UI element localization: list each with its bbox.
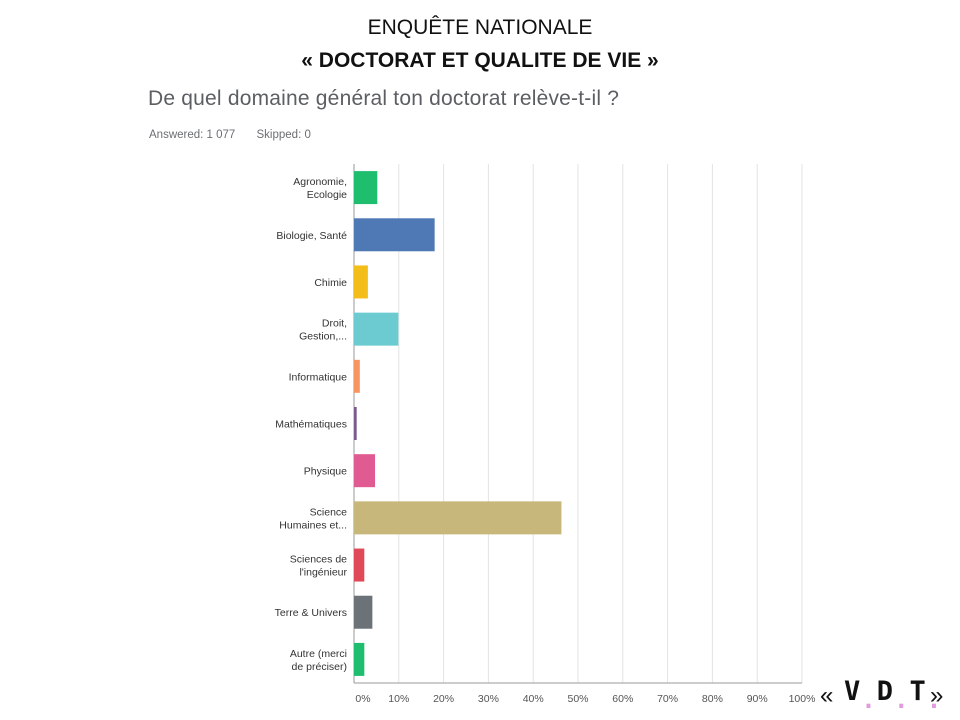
logo-letter-t: T [909, 676, 927, 707]
bar [354, 501, 562, 535]
category-label: Sciences de l'ingénieur [290, 554, 348, 579]
bar [354, 312, 399, 346]
slide-title-line1: ENQUÊTE NATIONALE [367, 16, 593, 39]
bar [354, 642, 365, 676]
category-label-line: Informatique [289, 371, 348, 383]
x-tick-label: 90% [747, 693, 768, 705]
category-label: Physique [304, 466, 347, 478]
logo-letter-v: V [844, 676, 862, 707]
logo-close-quote: » [930, 682, 944, 709]
category-label: Informatique [289, 371, 348, 383]
skipped-count: Skipped: 0 [256, 129, 311, 141]
logo-dot-1: . [861, 686, 877, 714]
bar [354, 548, 365, 582]
survey-stats: Answered: 1 077 Skipped: 0 [149, 129, 329, 141]
category-label: Autre (merci de préciser) [290, 648, 347, 673]
category-label-line: Mathématiques [275, 419, 347, 431]
category-label-line: Droit, [322, 318, 347, 330]
category-label: Droit, Gestion,... [299, 318, 347, 343]
answered-count: Answered: 1 077 [149, 129, 236, 141]
x-tick-label: 30% [478, 693, 499, 705]
logo-letters: V.D.T. [844, 676, 942, 714]
x-tick-label: 50% [567, 693, 588, 705]
category-label-line: Sciences de [290, 554, 347, 566]
x-tick-label: 40% [523, 693, 544, 705]
logo-open-quote: « [820, 682, 834, 709]
x-tick-label: 60% [612, 693, 633, 705]
category-label: Science Humaines et... [279, 506, 347, 531]
bar [354, 218, 435, 252]
bar [354, 265, 368, 299]
category-label-line: Autre (merci [290, 648, 347, 660]
bar [354, 171, 378, 205]
category-label-line: Gestion,... [299, 331, 347, 343]
x-tick-label: 0% [355, 693, 370, 705]
category-label: Agronomie, Ecologie [293, 176, 347, 201]
x-tick-label: 20% [433, 693, 454, 705]
logo-letter-d: D [876, 676, 894, 707]
category-label-line: Terre & Univers [275, 607, 347, 619]
category-label-line: Physique [304, 466, 347, 478]
x-tick-label: 80% [702, 693, 723, 705]
bar [354, 595, 373, 629]
category-label-line: Ecologie [307, 189, 347, 201]
category-label-line: de préciser) [292, 661, 347, 673]
x-tick-label: 100% [789, 693, 816, 705]
bar [354, 359, 360, 393]
x-tick-label: 70% [657, 693, 678, 705]
category-label-line: Science [310, 506, 348, 518]
category-label-line: Biologie, Santé [276, 230, 347, 242]
category-label-line: Chimie [314, 277, 347, 289]
vdt-logo: « V.D.T. » [820, 676, 950, 716]
category-label-line: l'ingénieur [299, 567, 347, 579]
category-label: Chimie [314, 277, 347, 289]
logo-dot-2: . [893, 686, 910, 714]
category-label: Mathématiques [275, 419, 347, 431]
category-label-line: Humaines et... [279, 519, 347, 531]
x-tick-label: 10% [388, 693, 409, 705]
bar [354, 454, 376, 488]
category-label-line: Agronomie, [293, 176, 347, 188]
category-label: Terre & Univers [275, 607, 347, 619]
survey-question: De quel domaine général ton doctorat rel… [148, 87, 620, 110]
bar [354, 407, 357, 440]
slide-title-line2: « DOCTORAT ET QUALITE DE VIE » [301, 49, 659, 72]
category-label: Biologie, Santé [276, 230, 347, 242]
logo-dot-3: . [926, 686, 943, 714]
